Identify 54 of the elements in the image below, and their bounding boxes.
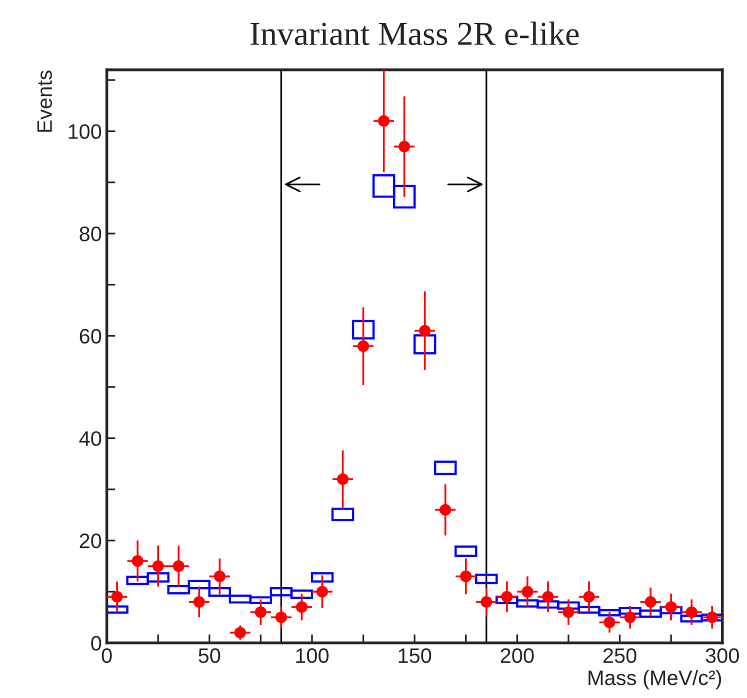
y-tick-label: 40 (79, 431, 102, 446)
point (254, 606, 267, 618)
point (193, 596, 205, 608)
point (562, 606, 574, 618)
bar (413, 334, 436, 354)
y-tick-label: 80 (80, 226, 102, 242)
x-tick-label: 300 (706, 648, 739, 664)
point (644, 596, 656, 608)
point (604, 616, 616, 628)
bar (434, 460, 457, 476)
x-tick-label: 200 (500, 648, 534, 664)
y-tick-label: 60 (80, 328, 102, 344)
point (624, 611, 636, 624)
point (686, 606, 698, 618)
point (296, 601, 308, 613)
point (522, 586, 534, 598)
bar (331, 508, 354, 522)
x-tick-label: 50 (198, 648, 220, 664)
point (111, 591, 123, 603)
point (398, 140, 410, 152)
point (132, 555, 144, 567)
point (234, 626, 246, 638)
point (460, 570, 472, 582)
y-tick-label: 20 (80, 534, 102, 548)
y-axis-title: Events (37, 70, 52, 132)
bar (454, 546, 478, 557)
bar (310, 572, 334, 583)
point (172, 560, 184, 572)
bar (106, 605, 128, 614)
x-tick-label: 100 (296, 648, 329, 664)
point (316, 586, 328, 598)
point (706, 611, 718, 624)
point (501, 591, 513, 603)
point (214, 570, 226, 582)
x-axis-title: Mass (MeV/c²) (588, 670, 722, 690)
point (419, 324, 431, 337)
point (480, 596, 492, 608)
chart-title: Invariant Mass 2R e-like (250, 22, 579, 46)
bar (475, 574, 498, 584)
point (665, 601, 677, 613)
point (336, 473, 349, 485)
point (542, 591, 554, 603)
x-tick-label: 150 (398, 648, 432, 664)
y-tick-label: 100 (68, 124, 102, 139)
point (275, 611, 288, 624)
bar (352, 320, 375, 340)
x-tick-label: 0 (102, 648, 112, 664)
point (440, 504, 452, 516)
point (152, 560, 164, 572)
point (357, 340, 370, 352)
y-tick-label: 0 (91, 636, 102, 651)
point (378, 115, 390, 127)
x-tick-label: 250 (603, 648, 636, 664)
point (583, 591, 595, 603)
